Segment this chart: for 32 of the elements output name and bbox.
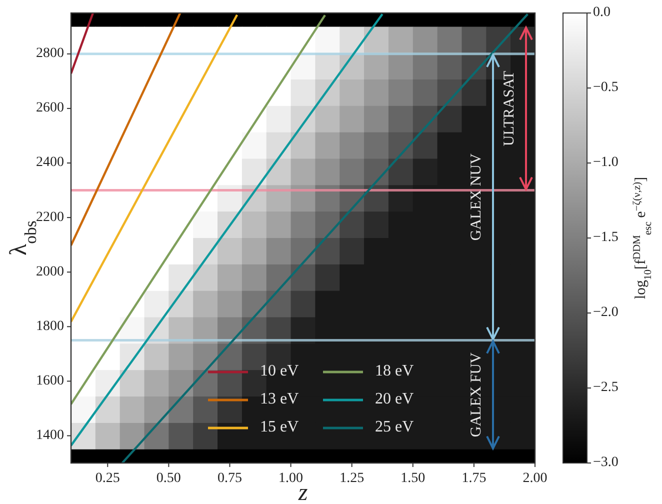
annotation: GALEX FUV [468, 352, 484, 438]
legend-label: 25 eV [375, 418, 414, 436]
x-tick-label: 0.75 [217, 471, 242, 486]
color-bar-label: −2.5 [593, 380, 618, 396]
x-tick-label: 2.00 [522, 471, 548, 486]
legend-label: 18 eV [375, 362, 414, 380]
annotation: GALEX NUV [468, 153, 484, 241]
x-tick-label: 1.25 [340, 471, 364, 486]
y-tick-label: 2400 [36, 155, 64, 170]
legend-label: 13 eV [260, 390, 300, 408]
x-tick-label: 0.50 [156, 471, 181, 486]
y-tick-label: 1800 [36, 318, 64, 334]
x-tick-label: 1.50 [400, 471, 426, 486]
color-bar-label: −3.0 [593, 455, 618, 470]
x-tick-label: 1.75 [462, 471, 486, 486]
legend-label: 20 eV [375, 390, 414, 408]
annotation: ULTRASAT [501, 70, 518, 146]
x-tick-label: 0.25 [95, 471, 120, 486]
color-bar-label: −1.5 [593, 230, 618, 246]
y-tick-label: 1400 [36, 428, 64, 443]
color-bar-label: −1.0 [593, 155, 618, 170]
y-tick-label: 2600 [36, 100, 64, 116]
y-tick-label: 2800 [36, 46, 64, 62]
y-tick-label: 2200 [36, 210, 64, 225]
y-tick-label: 1600 [36, 373, 64, 388]
y-tick-label: 2000 [36, 264, 64, 280]
x-tick-label: 1.00 [278, 471, 304, 486]
legend-label: 10 eV [260, 362, 300, 380]
color-bar-label: −2.0 [593, 305, 618, 320]
color-bar-label: 0.0 [593, 5, 610, 20]
legend-label: 15 eV [260, 418, 300, 436]
color-bar-label: −0.5 [593, 80, 618, 96]
